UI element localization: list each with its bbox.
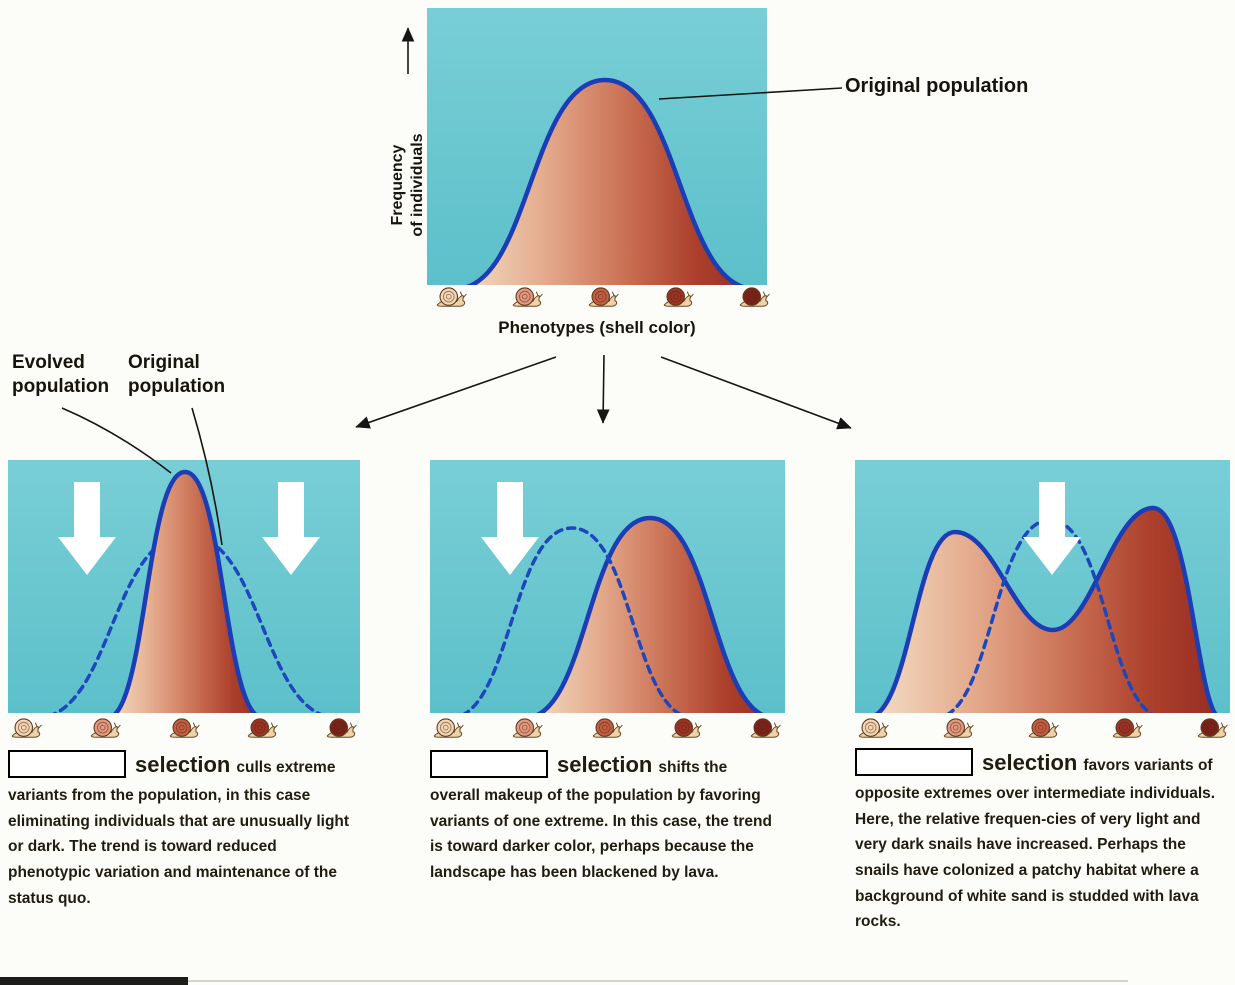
caption-directional: selection shifts the overall makeup of th… xyxy=(430,747,778,886)
caption-text-directional: shifts the overall makeup of the populat… xyxy=(430,759,772,881)
original-population-curve xyxy=(465,77,745,285)
snail-icon xyxy=(169,718,200,738)
snail-icon xyxy=(671,718,702,738)
arrow-to-directional xyxy=(596,354,610,424)
snail-icon xyxy=(592,718,623,738)
snail-icon xyxy=(248,718,278,738)
snail-icon xyxy=(90,718,121,738)
snail-icon xyxy=(664,287,694,307)
scan-artifact-strip xyxy=(0,977,188,985)
answer-blank-stabilizing[interactable] xyxy=(8,750,126,778)
selection-keyword: selection xyxy=(557,752,653,777)
snail-icon xyxy=(436,287,467,307)
snail-icon xyxy=(11,718,42,738)
stabilizing-chart xyxy=(51,469,323,713)
answer-blank-disruptive[interactable] xyxy=(855,748,973,776)
original-population-label-2: Original population xyxy=(128,352,226,397)
arrow-to-disruptive xyxy=(660,356,852,430)
evolved-population-label: Evolved population xyxy=(12,352,110,397)
phenotype-snail-row-stabilizing xyxy=(10,714,358,742)
original-population-chart xyxy=(465,77,745,285)
stabilizing-panel xyxy=(8,460,360,713)
selection-pressure-arrow xyxy=(1023,482,1081,575)
snail-icon xyxy=(588,287,619,307)
selection-pressure-arrow xyxy=(58,482,116,575)
arrow-to-stabilizing xyxy=(355,356,557,429)
snail-icon xyxy=(1113,718,1143,738)
selection-keyword: selection xyxy=(135,752,231,777)
directional-panel xyxy=(430,460,785,713)
phenotype-snail-row-disruptive xyxy=(857,714,1229,742)
answer-blank-directional[interactable] xyxy=(430,750,548,778)
original-population-panel xyxy=(427,8,767,285)
snail-icon xyxy=(1197,718,1228,738)
original-population-label: Original population xyxy=(845,75,1029,97)
snail-icon xyxy=(750,718,781,738)
x-axis-label: Phenotypes (shell color) xyxy=(498,318,696,337)
snail-icon xyxy=(1028,718,1059,738)
evolved-population-curve xyxy=(535,515,765,713)
snail-icon xyxy=(326,718,357,738)
original-population-curve-dashed xyxy=(461,526,683,713)
caption-text-disruptive: favors variants of opposite extremes ove… xyxy=(855,757,1216,931)
phenotype-snail-row-directional xyxy=(432,714,782,742)
caption-disruptive: selection favors variants of opposite ext… xyxy=(855,745,1233,935)
evolved-population-curve xyxy=(112,469,258,713)
y-axis-label-line1: Frequency xyxy=(389,144,406,226)
caption-text-stabilizing: culls extreme variants from the populati… xyxy=(8,759,350,907)
evolved-population-curve-bimodal xyxy=(874,505,1218,713)
selection-pressure-arrow xyxy=(262,482,320,575)
y-axis-label: Frequency of individuals xyxy=(388,70,432,300)
snail-icon xyxy=(943,718,974,738)
snail-icon xyxy=(433,718,464,738)
phenotype-snail-row-top xyxy=(429,283,777,311)
selection-pressure-arrow xyxy=(481,482,539,575)
scan-artifact-line xyxy=(188,980,1128,982)
y-axis-label-line2: of individuals xyxy=(409,133,426,237)
disruptive-panel xyxy=(855,460,1230,713)
snail-icon xyxy=(739,287,770,307)
selection-keyword: selection xyxy=(982,750,1078,775)
disruptive-chart xyxy=(874,482,1218,713)
directional-chart xyxy=(461,482,765,713)
snail-icon xyxy=(512,287,543,307)
snail-icon xyxy=(858,718,889,738)
snail-icon xyxy=(513,718,543,738)
caption-stabilizing: selection culls extreme variants from the… xyxy=(8,747,360,911)
